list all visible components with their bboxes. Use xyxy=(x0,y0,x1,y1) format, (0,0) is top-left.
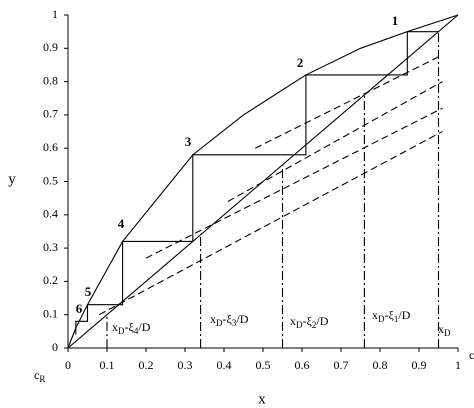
x-tick-label: 0.4 xyxy=(217,358,232,372)
y-tick-label: 0.5 xyxy=(43,173,58,187)
y-tick-label: 0.8 xyxy=(43,73,58,87)
label-part: 2 xyxy=(312,320,317,330)
x-tick-label: 0.5 xyxy=(256,358,271,372)
x-tick-label: 1 xyxy=(455,358,461,372)
label-part: x xyxy=(290,314,296,328)
label-part: D xyxy=(378,314,385,324)
label-part: -ξ xyxy=(223,312,233,326)
y-tick-label: 0.9 xyxy=(43,40,58,54)
series-line xyxy=(98,131,443,316)
series-line xyxy=(254,54,443,149)
stage-label: 4 xyxy=(118,216,125,231)
stage-label: 2 xyxy=(297,55,304,70)
stage-label: 6 xyxy=(76,301,83,316)
line-label: xD-ξ3/D xyxy=(210,312,249,328)
y-tick-label: 0.1 xyxy=(43,306,58,320)
series-line xyxy=(67,14,459,349)
series-line xyxy=(145,107,443,259)
label-part: R xyxy=(39,374,45,384)
x-tick-label: 0.7 xyxy=(334,358,349,372)
line-label: xD-ξ2/D xyxy=(290,314,329,330)
x-tick-label: 0 xyxy=(65,358,71,372)
label-part: -ξ xyxy=(125,320,135,334)
x-axis-label: x xyxy=(258,391,266,407)
y-tick-label: 0.2 xyxy=(43,273,58,287)
y-tick-label: 0.6 xyxy=(43,140,58,154)
series-line xyxy=(227,81,443,202)
x-tick-label: 0.9 xyxy=(412,358,427,372)
label-part: 3 xyxy=(232,318,237,328)
corner-label: cR xyxy=(34,368,45,384)
label-part: D xyxy=(216,318,223,328)
label-part: D xyxy=(444,328,451,338)
label-part: 1 xyxy=(394,314,399,324)
label-part: /D xyxy=(138,320,150,334)
stage-label: 5 xyxy=(85,284,92,299)
y-tick-label: 0.7 xyxy=(43,107,58,121)
x-tick-label: 0.1 xyxy=(100,358,115,372)
label-part: x xyxy=(438,322,444,336)
y-tick-label: 1 xyxy=(52,7,58,21)
series-line xyxy=(75,31,439,335)
y-tick-label: 0 xyxy=(52,340,58,354)
right-label: c xyxy=(469,348,474,362)
stage-label: 1 xyxy=(392,13,399,28)
y-axis-label: y xyxy=(8,171,16,187)
label-part: D xyxy=(118,326,125,336)
x-tick-label: 0.3 xyxy=(178,358,193,372)
x-tick-label: 0.6 xyxy=(295,358,310,372)
line-label: xD-ξ1/D xyxy=(372,308,411,324)
series-line xyxy=(67,14,459,349)
label-part: -ξ xyxy=(385,308,395,322)
label-part: /D xyxy=(316,314,328,328)
label-part: 4 xyxy=(134,326,139,336)
label-part: c xyxy=(34,368,39,382)
line-label: xD-ξ4/D xyxy=(112,320,151,336)
x-tick-label: 0.2 xyxy=(139,358,154,372)
label-part: x xyxy=(372,308,378,322)
label-part: /D xyxy=(236,312,248,326)
label-part: x xyxy=(210,312,216,326)
label-part: -ξ xyxy=(303,314,313,328)
x-tick-label: 0.8 xyxy=(373,358,388,372)
label-part: x xyxy=(112,320,118,334)
label-part: /D xyxy=(398,308,410,322)
line-label: xD xyxy=(438,322,451,338)
y-tick-label: 0.3 xyxy=(43,240,58,254)
label-part: D xyxy=(296,320,303,330)
stage-label: 3 xyxy=(185,134,192,149)
y-tick-label: 0.4 xyxy=(43,207,58,221)
